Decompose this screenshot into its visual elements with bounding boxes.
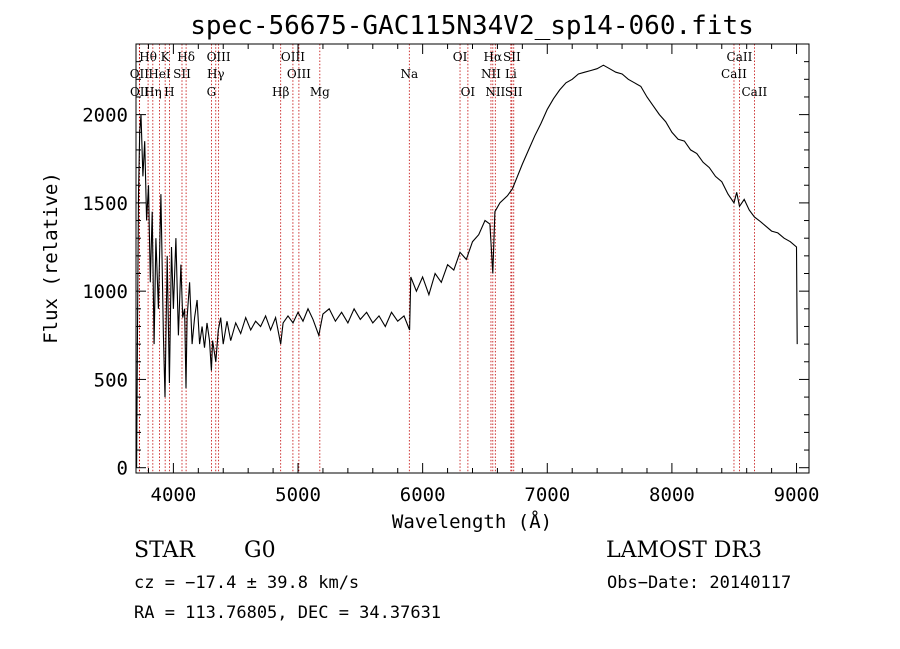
- line-annotation: Na: [400, 67, 418, 81]
- line-annotation: H: [164, 85, 174, 99]
- y-tick-label: 2000: [82, 105, 128, 127]
- line-annotation: OI: [461, 85, 476, 99]
- survey-name: LAMOST DR3: [606, 538, 762, 563]
- plot-frame: [135, 43, 810, 474]
- redshift-velocity: cz = −17.4 ± 39.8 km/s: [134, 573, 360, 593]
- object-class: STAR: [134, 538, 195, 563]
- flux-series: [136, 64, 798, 468]
- line-annotation: CaII: [727, 50, 753, 64]
- x-tick-label: 9000: [774, 484, 820, 506]
- line-annotation: OIII: [287, 67, 311, 81]
- x-tick-label: 7000: [524, 484, 570, 506]
- x-axis-label: Wavelength (Å): [392, 510, 552, 533]
- x-tick-label: 4000: [151, 484, 197, 506]
- line-annotation: Hδ: [177, 50, 195, 64]
- line-annotation: OIII: [207, 50, 231, 64]
- line-annotation: K: [161, 50, 171, 64]
- line-annotation: SII: [173, 67, 191, 81]
- line-annotation: SII: [505, 85, 523, 99]
- y-tick-label: 0: [117, 458, 128, 480]
- spectral-subclass: G0: [244, 538, 276, 563]
- x-tick-label: 6000: [400, 484, 446, 506]
- y-tick-label: 1500: [82, 193, 128, 215]
- y-tick-label: 500: [94, 369, 128, 391]
- line-annotation: Hθ: [139, 50, 157, 64]
- line-annotation: HeI: [148, 67, 171, 81]
- line-annotation: OII: [130, 67, 150, 81]
- x-axis: 4000 5000 6000 7000 8000 9000: [147, 44, 820, 506]
- line-annotation: SII: [503, 50, 521, 64]
- line-markers: [138, 44, 755, 473]
- line-annotation: OI: [453, 50, 468, 64]
- line-annotation: Hγ: [207, 67, 225, 81]
- line-annotation: Hα: [484, 50, 503, 64]
- line-annotation: CaII: [721, 67, 747, 81]
- line-annotation: CaII: [741, 85, 767, 99]
- line-annotation: Hη: [144, 85, 162, 99]
- line-annotation: Li: [505, 67, 517, 81]
- line-annotation: Mg: [310, 85, 330, 99]
- x-tick-label: 8000: [649, 484, 695, 506]
- line-annotation: G: [207, 85, 217, 99]
- line-annotation: NII: [481, 67, 501, 81]
- observation-date: Obs−Date: 20140117: [607, 573, 792, 593]
- y-axis: 0 500 1000 1500 2000: [82, 61, 809, 480]
- line-annotation: NII: [485, 85, 505, 99]
- coordinates: RA = 113.76805, DEC = 34.37631: [134, 603, 442, 623]
- y-axis-label: Flux (relative): [40, 172, 62, 344]
- line-annotation: OII: [130, 85, 150, 99]
- series-line-flux: [136, 64, 798, 468]
- line-annotation: OIII: [281, 50, 305, 64]
- chart-title: spec-56675-GAC115N34V2_sp14-060.fits: [190, 11, 754, 41]
- y-tick-label: 1000: [82, 281, 128, 303]
- x-tick-label: 5000: [275, 484, 321, 506]
- line-annotation: Hβ: [272, 85, 289, 99]
